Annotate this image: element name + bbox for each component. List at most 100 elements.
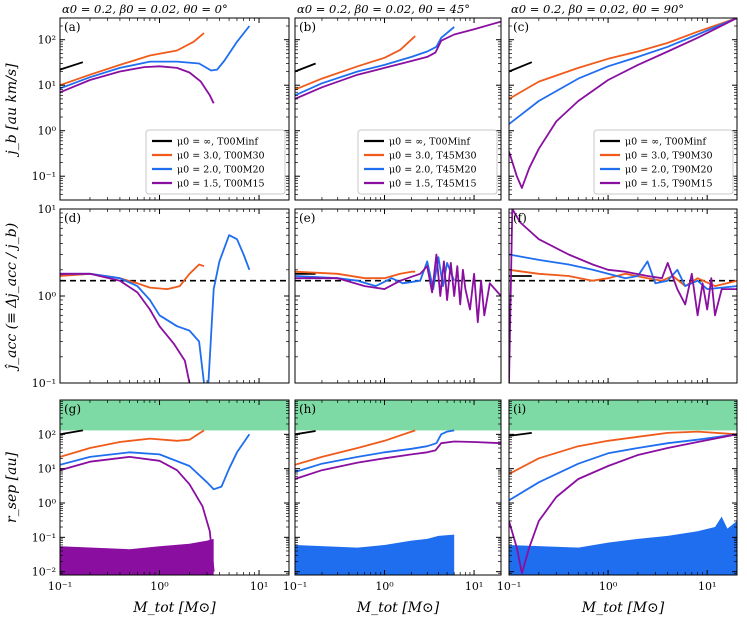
legend-entry: μ0 = 3.0, T90M30 bbox=[625, 151, 713, 162]
legend-entry: μ0 = 2.0, T45M20 bbox=[389, 165, 477, 176]
y-tick-label: 10¹ bbox=[38, 79, 56, 92]
panel-title: α0 = 0.2, β0 = 0.02, θ0 = 90° bbox=[511, 2, 684, 16]
filled-region bbox=[60, 538, 214, 575]
x-tick-label: 10¹ bbox=[465, 580, 483, 593]
panel-i: 10⁻¹ 10⁰ 10¹ (i) M_tot [M⊙] bbox=[497, 399, 738, 616]
x-tick-label: 10⁰ bbox=[150, 580, 169, 593]
legend-entry: μ0 = ∞, T00Minf bbox=[389, 137, 471, 148]
panel-h: 10⁻¹ 10⁰ 10¹ (h) M_tot [M⊙] bbox=[283, 399, 502, 616]
panel-c: (c) α0 = 0.2, β0 = 0.02, θ0 = 90° μ0 = ∞, … bbox=[508, 2, 738, 201]
x-tick-label: 10⁰ bbox=[375, 580, 394, 593]
legend-entry: μ0 = 2.0, T90M20 bbox=[625, 165, 713, 176]
y-tick-label: 10² bbox=[38, 428, 56, 441]
green-band bbox=[509, 400, 737, 431]
legend: μ0 = ∞, T00Minf μ0 = 3.0, T00M30 μ0 = 2.0,… bbox=[145, 129, 286, 195]
legend-box bbox=[593, 129, 734, 195]
x-axis-label: M_tot [M⊙] bbox=[132, 600, 216, 616]
series-line-inf bbox=[509, 432, 532, 437]
y-tick-label: 10¹ bbox=[38, 203, 56, 216]
axes-frame bbox=[508, 208, 738, 384]
y-tick-label: 10⁻¹ bbox=[32, 170, 56, 183]
plot-area bbox=[295, 253, 501, 324]
x-tick-label: 10⁻¹ bbox=[283, 580, 307, 593]
plot-area bbox=[509, 18, 737, 189]
panel-a: 10⁻¹ 10⁰ 10¹ 10² (a) α0 = 0.2, β0 = 0.02, θ0 … bbox=[4, 2, 290, 201]
series-line-M20 bbox=[509, 18, 737, 125]
series-line-M20b bbox=[207, 234, 251, 383]
series-line-M15 bbox=[295, 253, 501, 324]
series-line-M20 bbox=[60, 272, 205, 383]
filled-region bbox=[509, 516, 737, 575]
series-line-M15 bbox=[295, 20, 501, 100]
series-line-M20 bbox=[509, 433, 737, 502]
y-axis-label: j_b [au km/s] bbox=[4, 63, 20, 158]
legend-entry: μ0 = 1.5, T45M15 bbox=[389, 179, 477, 190]
series-line-M20 bbox=[295, 256, 456, 290]
series-line-inf bbox=[295, 62, 316, 73]
series-line-M30 bbox=[295, 429, 416, 466]
panel-label: (e) bbox=[299, 211, 315, 225]
x-axis-label: M_tot [M⊙] bbox=[356, 600, 440, 616]
legend-entry: μ0 = ∞, T00Minf bbox=[177, 137, 259, 148]
series-line-M30 bbox=[60, 429, 205, 458]
legend-entry: μ0 = 3.0, T00M30 bbox=[177, 151, 265, 162]
y-tick-label: 10¹ bbox=[38, 463, 56, 476]
panel-label: (g) bbox=[64, 402, 81, 416]
axes-frame bbox=[59, 208, 290, 384]
panel-label: (h) bbox=[299, 402, 316, 416]
legend-box bbox=[357, 129, 498, 195]
series-line-M15 bbox=[60, 456, 215, 572]
series-line-M30 bbox=[509, 268, 737, 287]
y-tick-label: 10⁻¹ bbox=[32, 377, 56, 390]
green-band bbox=[60, 400, 289, 431]
y-tick-label: 10⁰ bbox=[38, 497, 57, 510]
plot-area bbox=[509, 400, 737, 575]
green-band bbox=[295, 400, 501, 431]
plot-area bbox=[295, 400, 501, 575]
series-line-inf bbox=[60, 61, 84, 71]
panel-d: 10⁻¹ 10⁰ 10¹ (d) ĵ_acc (≡ Δj_acc / j_b) bbox=[3, 203, 290, 390]
panel-title: α0 = 0.2, β0 = 0.02, θ0 = 0° bbox=[62, 2, 228, 16]
x-tick-label: 10¹ bbox=[250, 580, 268, 593]
legend-entry: μ0 = 2.0, T00M20 bbox=[177, 165, 265, 176]
legend-entry: μ0 = ∞, T00Minf bbox=[625, 137, 707, 148]
filled-region bbox=[295, 534, 455, 575]
series-line-M30 bbox=[509, 18, 737, 100]
legend-entry: μ0 = 1.5, T00M15 bbox=[177, 179, 265, 190]
series-line-inf bbox=[295, 430, 316, 436]
legend: μ0 = ∞, T00Minf μ0 = 3.0, T90M30 μ0 = 2.0,… bbox=[593, 129, 734, 195]
series-line-M15 bbox=[60, 65, 215, 104]
panel-title: α0 = 0.2, β0 = 0.02, θ0 = 45° bbox=[297, 2, 470, 16]
plot-area bbox=[60, 25, 251, 104]
legend: μ0 = ∞, T00Minf μ0 = 3.0, T45M30 μ0 = 2.0,… bbox=[357, 129, 498, 195]
panel-label: (f) bbox=[513, 211, 527, 225]
x-axis-label: M_tot [M⊙] bbox=[581, 600, 665, 616]
series-line-M15 bbox=[60, 272, 191, 383]
x-tick-label: 10⁻¹ bbox=[497, 580, 521, 593]
y-tick-label: 10⁻¹ bbox=[32, 531, 56, 544]
series-line-M15 bbox=[509, 209, 737, 383]
series-line-M15 bbox=[509, 433, 737, 575]
series-line-M20 bbox=[295, 429, 455, 473]
series-line-M30 bbox=[295, 35, 416, 91]
panel-label: (i) bbox=[513, 402, 526, 416]
plot-area bbox=[509, 209, 737, 383]
x-tick-label: 10⁰ bbox=[599, 580, 618, 593]
plot-area bbox=[60, 400, 289, 575]
series-line-M20 bbox=[295, 26, 455, 97]
series-line-M30 bbox=[60, 263, 205, 290]
plot-area bbox=[295, 20, 501, 100]
y-tick-label: 10² bbox=[38, 34, 56, 47]
y-tick-label: 10⁻² bbox=[32, 566, 56, 579]
plot-area bbox=[60, 234, 289, 383]
series-line-inf bbox=[60, 429, 84, 436]
series-line-M30 bbox=[60, 32, 205, 87]
series-line-M20 bbox=[60, 433, 251, 491]
panel-label: (a) bbox=[64, 20, 81, 34]
legend-entry: μ0 = 3.0, T45M30 bbox=[389, 151, 477, 162]
panel-b: (b) α0 = 0.2, β0 = 0.02, θ0 = 45° μ0 = ∞, … bbox=[294, 2, 502, 201]
series-line-M15 bbox=[295, 440, 501, 480]
axes-frame bbox=[508, 399, 738, 576]
series-line-M15 bbox=[509, 18, 737, 189]
